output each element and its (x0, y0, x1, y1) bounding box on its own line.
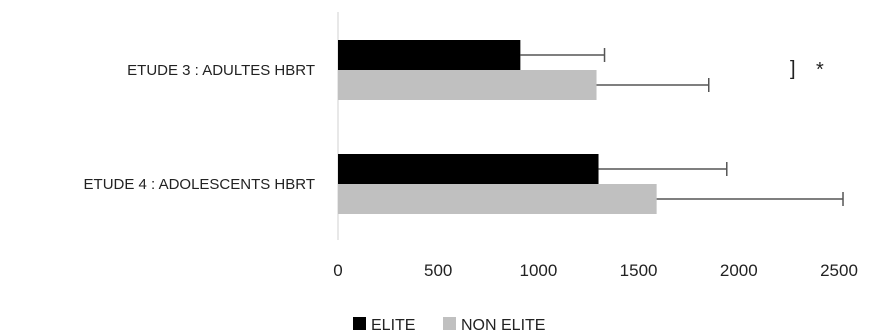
legend-label-non-elite: NON ELITE (461, 317, 545, 333)
significance-bracket: ] (790, 58, 796, 80)
tick-label-2000: 2000 (720, 261, 758, 280)
significance-star: * (816, 59, 824, 81)
significance-annotation: ] * (790, 58, 824, 81)
category-label-1: ETUDE 3 : ADULTES HBRT (127, 62, 315, 79)
error-bar-non-elite-2 (656, 192, 844, 206)
tick-label-500: 500 (424, 261, 452, 280)
error-bar-elite-2 (598, 162, 728, 176)
error-bar-elite-1 (520, 48, 606, 62)
tick-label-2500: 2500 (820, 261, 858, 280)
bar-non-elite-1 (338, 70, 597, 100)
legend-swatch-elite (353, 317, 366, 330)
bar-elite-1 (338, 40, 521, 70)
error-bar-non-elite-1 (596, 78, 710, 92)
tick-label-1000: 1000 (519, 261, 557, 280)
bar-elite-2 (338, 154, 599, 184)
tick-label-0: 0 (333, 261, 342, 280)
legend-swatch-non-elite (443, 317, 456, 330)
legend: ELITE NON ELITE (353, 317, 545, 333)
tick-label-1500: 1500 (620, 261, 658, 280)
legend-label-elite: ELITE (371, 317, 415, 333)
bar-non-elite-2 (338, 184, 657, 214)
category-label-2: ETUDE 4 : ADOLESCENTS HBRT (84, 176, 315, 193)
